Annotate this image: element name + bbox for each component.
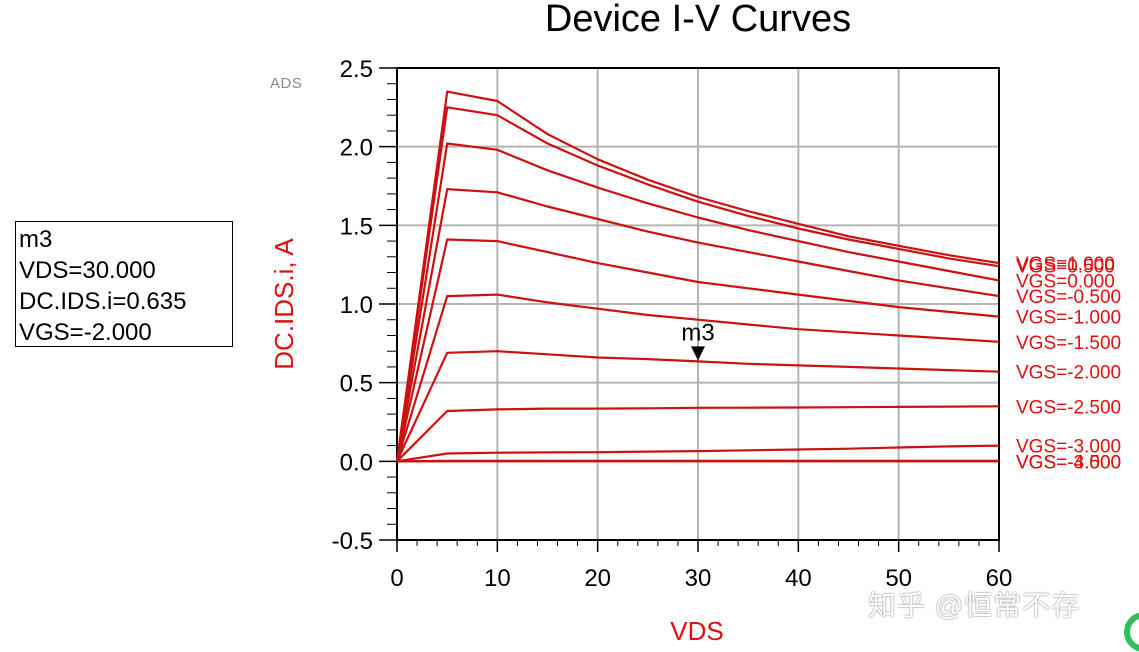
curve-label: VGS=-2.000 (1016, 363, 1121, 384)
curve-label: VGS=-4.000 (1016, 452, 1121, 473)
curve-label: VGS=-2.500 (1016, 397, 1121, 418)
y-tick-label: 2.0 (340, 135, 373, 162)
x-tick-label: 10 (484, 565, 511, 592)
x-tick-label: 20 (584, 565, 611, 592)
plot-grid (397, 68, 999, 540)
marker-label: m3 (681, 319, 714, 346)
x-tick-label: 30 (685, 565, 712, 592)
curve-labels: VGS=1.000VGS=0.500VGS=0.000VGS=-0.500VGS… (1016, 254, 1121, 473)
plot-axes (379, 68, 999, 552)
x-tick-label: 40 (785, 565, 812, 592)
y-tick-label: 0.0 (340, 449, 373, 476)
curve-label: VGS=-1.500 (1016, 333, 1121, 354)
curve-label: VGS=-0.500 (1016, 287, 1121, 308)
y-tick-label: 1.5 (340, 213, 373, 240)
y-tick-label: -0.5 (332, 528, 373, 555)
watermark-text: 知乎 @恒常不存 (868, 584, 1080, 624)
y-tick-label: 2.5 (340, 56, 373, 83)
y-tick-label: 0.5 (340, 371, 373, 398)
marker-annotation[interactable]: m3 (681, 319, 714, 360)
x-tick-label: 0 (390, 565, 403, 592)
curve-label: VGS=-1.000 (1016, 308, 1121, 329)
x-axis-label: VDS (670, 616, 723, 646)
y-axis-label: DC.IDS.i, A (269, 238, 299, 370)
y-tick-label: 1.0 (340, 292, 373, 319)
marker-triangle-icon (691, 346, 705, 360)
